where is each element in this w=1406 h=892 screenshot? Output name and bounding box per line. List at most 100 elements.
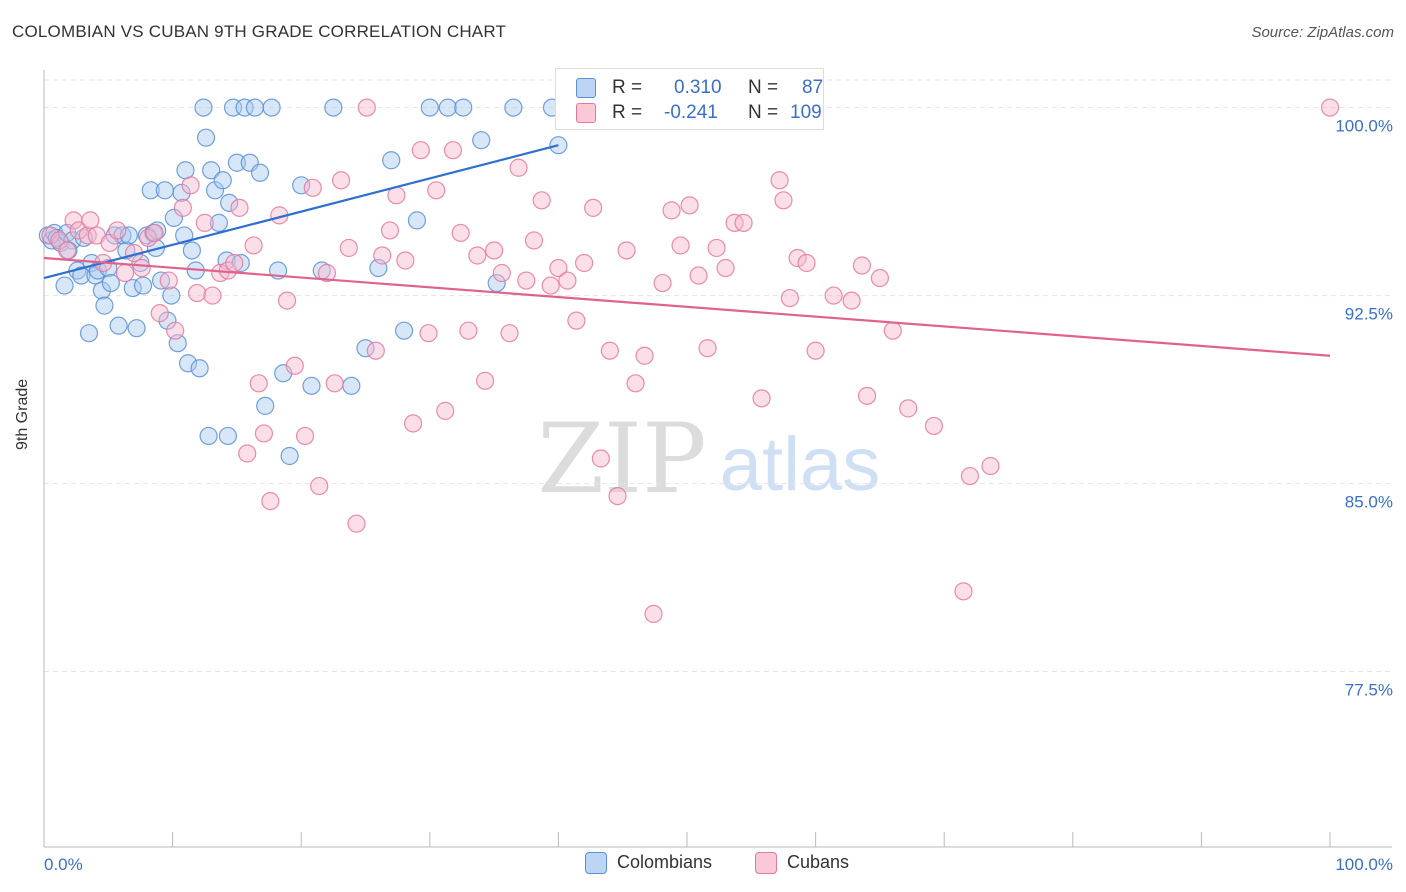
cuban-point <box>485 241 504 260</box>
colombian-point <box>235 98 254 117</box>
cuban-point <box>325 374 344 393</box>
cuban-point <box>960 466 980 486</box>
cuban-point <box>532 191 551 210</box>
colombians-legend-swatch <box>585 852 607 874</box>
cuban-point <box>797 253 816 273</box>
cuban-point <box>716 258 735 278</box>
colombian-point <box>205 181 225 200</box>
cuban-point <box>244 236 263 255</box>
r-label: R = <box>612 102 643 123</box>
colombian-point <box>133 276 153 295</box>
cuban-point <box>680 196 699 215</box>
cuban-point <box>443 141 463 160</box>
colombian-point <box>250 163 270 182</box>
cuban-point <box>770 171 789 190</box>
cubans-trend-line <box>43 256 1331 357</box>
cuban-point <box>339 238 358 258</box>
y-tick-label: 92.5% <box>1345 305 1393 324</box>
cuban-point <box>509 158 528 177</box>
colombian-point <box>196 128 216 147</box>
cuban-point <box>954 582 973 601</box>
cuban-point <box>295 426 315 446</box>
cuban-point <box>500 324 519 343</box>
colombian-point <box>199 426 218 446</box>
cuban-point <box>671 236 690 255</box>
cuban-point <box>366 341 385 360</box>
colombian-point <box>202 161 221 180</box>
colombian-point <box>95 296 114 315</box>
n-label: N = <box>748 102 779 123</box>
legend-label: Cubans <box>787 852 850 872</box>
x-tick-label-min: 0.0% <box>44 855 83 874</box>
cuban-point <box>357 98 376 117</box>
cuban-point <box>317 263 337 283</box>
colombians-points <box>38 98 568 466</box>
colombian-point <box>162 286 181 305</box>
colombian-point <box>190 359 209 378</box>
cuban-point <box>468 246 487 265</box>
colombian-point <box>141 181 160 200</box>
colombian-point <box>420 98 439 117</box>
cuban-point <box>419 324 438 343</box>
colombian-point <box>72 266 91 285</box>
colombian-point <box>227 153 246 172</box>
cuban-point <box>924 416 944 436</box>
colombian-point <box>178 354 198 373</box>
colombian-point <box>151 271 171 290</box>
cuban-point <box>249 374 268 393</box>
r-value: 0.310 <box>674 77 722 98</box>
cuban-point <box>689 266 708 285</box>
cuban-point <box>752 389 771 408</box>
cuban-point <box>1320 98 1340 117</box>
watermark-zip: ZIP <box>537 403 706 515</box>
n-value: 109 <box>790 102 822 123</box>
colombian-point <box>280 446 299 466</box>
cuban-point <box>567 311 586 330</box>
colombians-swatch <box>576 78 596 98</box>
cuban-point <box>662 201 681 220</box>
cubans-legend-swatch <box>755 852 777 874</box>
colombian-point <box>209 213 228 232</box>
cuban-point <box>58 241 77 260</box>
cuban-point <box>254 424 274 443</box>
cuban-point <box>524 231 544 250</box>
cuban-point <box>150 304 169 323</box>
stats-legend: R = 0.310 N = 87 R = -0.241 N = 109 <box>555 68 824 130</box>
y-tick-label: 100.0% <box>1335 117 1393 136</box>
cuban-point <box>653 273 672 293</box>
colombian-point <box>220 193 239 212</box>
cuban-point <box>115 263 135 283</box>
cuban-point <box>780 288 799 308</box>
colombian-point <box>454 98 473 117</box>
cuban-point <box>698 339 717 358</box>
colombian-point <box>164 208 183 227</box>
n-value: 87 <box>802 77 824 98</box>
colombian-point <box>119 226 138 245</box>
colombian-point <box>109 316 128 335</box>
colombian-point <box>302 376 321 395</box>
trend-lines <box>43 144 1331 357</box>
cuban-point <box>459 321 478 340</box>
colombian-point <box>218 426 237 446</box>
cuban-point <box>427 181 446 200</box>
cuban-point <box>806 341 825 360</box>
cuban-point <box>145 223 164 243</box>
x-tick-labels: 0.0% 100.0% <box>44 855 1393 874</box>
cuban-point <box>788 248 807 268</box>
cuban-point <box>285 356 304 375</box>
cuban-point <box>261 492 280 511</box>
colombian-point <box>182 241 201 260</box>
colombian-point <box>213 171 232 190</box>
cuban-point <box>558 271 577 290</box>
cuban-point <box>173 198 192 217</box>
cuban-point <box>41 226 60 245</box>
cuban-point <box>883 321 902 340</box>
source-label: Source: ZipAtlas.com <box>1251 24 1394 41</box>
cuban-point <box>734 213 753 232</box>
cuban-point <box>541 276 560 295</box>
y-axis-label: 9th Grade <box>14 378 31 450</box>
n-label: N = <box>748 77 779 98</box>
colombian-point <box>245 98 265 117</box>
cuban-point <box>517 271 536 290</box>
